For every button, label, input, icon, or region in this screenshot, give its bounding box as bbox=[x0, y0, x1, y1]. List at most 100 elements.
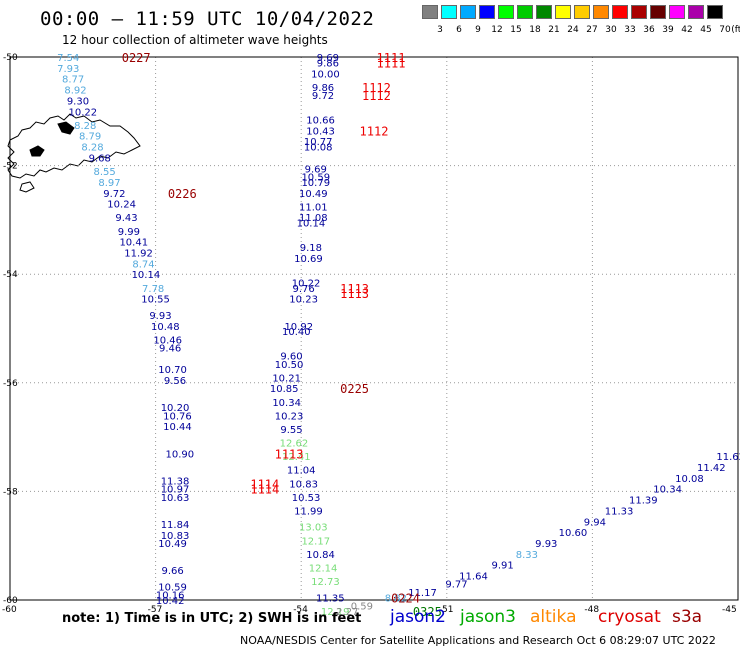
wave-height-reading: 12.62 bbox=[280, 439, 309, 450]
legend-label: 33 bbox=[624, 25, 636, 35]
wave-height-reading: 11.01 bbox=[299, 202, 328, 213]
pass-time-tag: 1113 bbox=[340, 282, 369, 296]
wave-height-reading: 8.28 bbox=[74, 121, 96, 132]
legend-label: 30 bbox=[605, 25, 617, 35]
wave-height-reading: 0.59 bbox=[351, 601, 373, 612]
legend-swatch bbox=[612, 5, 628, 19]
lon-tick-label: -60 bbox=[2, 605, 17, 615]
wave-height-reading: 8.33 bbox=[516, 550, 538, 561]
pass-time-tag: 1112 bbox=[362, 81, 391, 95]
wave-height-reading: 10.55 bbox=[141, 295, 170, 306]
legend-label: 36 bbox=[643, 25, 655, 35]
wave-height-reading: 10.41 bbox=[119, 238, 148, 249]
wave-height-reading: 10.83 bbox=[161, 531, 190, 542]
legend-label: 15 bbox=[510, 25, 522, 35]
wave-height-reading: 10.34 bbox=[653, 485, 682, 496]
wave-height-reading: 11.17 bbox=[408, 588, 437, 599]
wave-height-reading: 10.34 bbox=[272, 398, 301, 409]
wave-height-reading: 10.92 bbox=[284, 322, 313, 333]
lat-tick-label: -58 bbox=[3, 487, 18, 497]
wave-height-reading: 10.48 bbox=[151, 322, 180, 333]
satellite-cryosat: cryosat bbox=[598, 607, 661, 627]
wave-height-reading: 10.40 bbox=[282, 327, 311, 338]
wave-height-reading: 7.54 bbox=[57, 53, 79, 64]
wave-height-reading: 9.93 bbox=[149, 311, 171, 322]
wave-height-reading: 9.68 bbox=[89, 153, 111, 164]
falkland-islands-landmass bbox=[7, 113, 141, 193]
wave-height-reading: 10.85 bbox=[270, 384, 299, 395]
wave-height-reading: 10.44 bbox=[163, 422, 192, 433]
wave-height-reading: 9.18 bbox=[300, 243, 322, 254]
wave-height-reading: 9.46 bbox=[159, 344, 181, 355]
credit-line: NOAA/NESDIS Center for Satellite Applica… bbox=[240, 634, 716, 647]
legend-swatch bbox=[574, 5, 590, 19]
pass-time-tag: 0325 bbox=[413, 605, 442, 619]
wave-height-reading: 12.73 bbox=[311, 577, 340, 588]
axis-labels: -60 -57 -54 -51 -48 -45 -50 -52 -54 -56 -58 -60 bbox=[2, 53, 737, 615]
wave-height-reading: 10.59 bbox=[301, 172, 330, 183]
wave-height-reading: 10.63 bbox=[161, 493, 190, 504]
wave-height-reading: 10.49 bbox=[299, 189, 328, 200]
page-subtitle: 12 hour collection of altimeter wave hei… bbox=[62, 33, 328, 47]
legend-swatch bbox=[669, 5, 685, 19]
legend-label: 27 bbox=[586, 25, 598, 35]
wave-height-reading: 9.60 bbox=[280, 352, 302, 363]
wave-readings: 7.547.938.778.929.3010.228.288.798.289.6… bbox=[57, 53, 740, 618]
wave-height-reading: 12.19 bbox=[321, 607, 350, 618]
wave-height-reading: 9.55 bbox=[280, 425, 302, 436]
lon-tick-label: -57 bbox=[148, 605, 163, 615]
legend-swatch bbox=[650, 5, 666, 19]
wave-height-reading: 10.14 bbox=[132, 270, 161, 281]
map-frame bbox=[9, 56, 739, 601]
legend-swatch bbox=[536, 5, 552, 19]
wave-height-reading: 11.62 bbox=[716, 452, 740, 463]
wave-height-reading: 10.22 bbox=[68, 107, 97, 118]
legend-label: 21 bbox=[548, 25, 560, 35]
wave-height-reading: 11.04 bbox=[287, 466, 316, 477]
wave-height-reading: 8.79 bbox=[79, 132, 101, 143]
lon-tick-label: -54 bbox=[293, 605, 308, 615]
pass-time-tag: 1114 bbox=[250, 477, 279, 491]
wave-height-reading: 10.08 bbox=[304, 143, 333, 154]
lat-tick-label: -56 bbox=[3, 379, 18, 389]
wave-height-reading: 13.03 bbox=[299, 523, 328, 534]
lat-tick-label: -54 bbox=[3, 270, 18, 280]
map-border bbox=[9, 56, 739, 601]
wave-height-reading: 10.23 bbox=[275, 411, 304, 422]
wave-height-reading: 10.84 bbox=[306, 550, 335, 561]
satellite-s3a: s3a bbox=[672, 607, 703, 627]
wave-height-reading: 9.72 bbox=[103, 189, 125, 200]
wave-height-reading: 11.35 bbox=[316, 593, 345, 604]
pass-time-tag: 0225 bbox=[340, 382, 369, 396]
wave-height-reading: 10.24 bbox=[107, 200, 136, 211]
legend-swatch bbox=[555, 5, 571, 19]
wave-height-reading: 10.83 bbox=[289, 479, 318, 490]
wave-height-reading: 10.90 bbox=[166, 449, 195, 460]
wave-height-reading: 12.41 bbox=[282, 452, 311, 463]
legend-swatch bbox=[479, 5, 495, 19]
wave-height-reading: 8.92 bbox=[64, 86, 86, 97]
lon-tick-label: -51 bbox=[439, 605, 454, 615]
pass-time-tag: 1114 bbox=[250, 483, 279, 497]
pass-time-tags: 0227022602250224032503261111111111121112… bbox=[122, 51, 442, 619]
wave-height-reading: 10.49 bbox=[158, 539, 187, 550]
legend-swatch bbox=[422, 5, 438, 19]
wave-height-reading: 8.82 bbox=[385, 593, 407, 604]
satellite-jason3: jason3 bbox=[460, 607, 516, 627]
legend-swatch bbox=[707, 5, 723, 19]
legend-swatch bbox=[498, 5, 514, 19]
wave-height-reading: 11.99 bbox=[294, 506, 323, 517]
wave-height-reading: 10.70 bbox=[158, 365, 187, 376]
wave-height-reading: 9.76 bbox=[292, 284, 314, 295]
wave-height-reading: 10.23 bbox=[289, 295, 318, 306]
legend-label: 12 bbox=[491, 25, 503, 35]
wave-height-reading: 9.77 bbox=[445, 580, 467, 591]
lat-tick-label: -50 bbox=[3, 53, 18, 63]
legend-swatch bbox=[441, 5, 457, 19]
wave-height-reading: 10.66 bbox=[306, 115, 335, 126]
wave-height-reading: 12.17 bbox=[301, 536, 330, 547]
legend-label: 42 bbox=[681, 25, 693, 35]
wave-height-reading: 9.43 bbox=[115, 213, 137, 224]
wave-height-reading: 9.91 bbox=[491, 561, 513, 572]
